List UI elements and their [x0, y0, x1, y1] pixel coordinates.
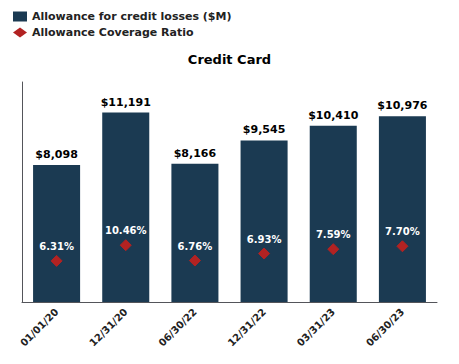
- svg-text:6.76%: 6.76%: [178, 241, 213, 252]
- svg-text:$8,098: $8,098: [35, 148, 77, 161]
- svg-text:$9,545: $9,545: [243, 123, 285, 136]
- svg-text:6.93%: 6.93%: [247, 234, 282, 245]
- svg-text:06/30/23: 06/30/23: [364, 306, 406, 348]
- svg-text:7.70%: 7.70%: [385, 226, 420, 237]
- svg-text:06/30/22: 06/30/22: [156, 306, 198, 348]
- svg-text:12/31/22: 12/31/22: [226, 306, 268, 348]
- svg-text:Allowance Coverage Ratio: Allowance Coverage Ratio: [32, 26, 194, 39]
- svg-text:Allowance for credit losses ($: Allowance for credit losses ($M): [32, 10, 232, 23]
- svg-text:03/31/23: 03/31/23: [295, 306, 337, 348]
- svg-text:Credit Card: Credit Card: [188, 52, 271, 67]
- svg-text:01/01/20: 01/01/20: [18, 306, 60, 348]
- svg-text:$8,166: $8,166: [174, 147, 217, 160]
- svg-text:$10,976: $10,976: [377, 99, 427, 112]
- svg-text:12/31/20: 12/31/20: [87, 306, 129, 348]
- svg-text:7.59%: 7.59%: [316, 229, 351, 240]
- svg-text:6.31%: 6.31%: [39, 241, 74, 252]
- svg-text:10.46%: 10.46%: [105, 225, 147, 236]
- svg-text:$11,191: $11,191: [101, 96, 151, 109]
- svg-text:$10,410: $10,410: [308, 109, 358, 122]
